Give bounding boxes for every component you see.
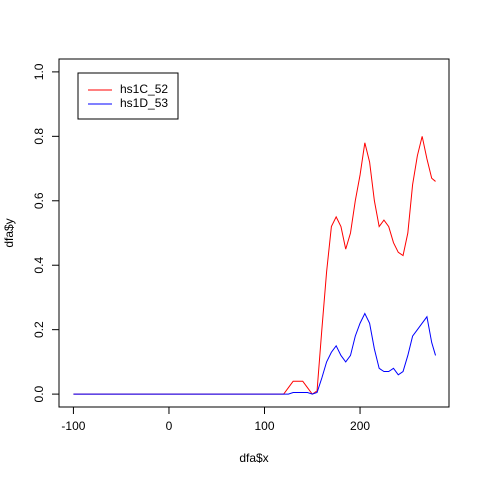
- x-tick-label: 200: [350, 419, 370, 433]
- x-tick-label: 0: [166, 419, 173, 433]
- y-tick-label: 0.0: [32, 385, 46, 402]
- y-axis-label: dfa$y: [2, 218, 16, 247]
- x-tick-label: -100: [61, 419, 85, 433]
- y-tick-label: 0.6: [32, 192, 46, 209]
- y-tick-label: 0.4: [32, 257, 46, 274]
- legend-label: hs1D_53: [120, 96, 168, 110]
- x-tick-label: 100: [254, 419, 274, 433]
- y-tick-label: 0.2: [32, 321, 46, 338]
- y-tick-label: 0.8: [32, 128, 46, 145]
- y-tick-label: 1.0: [32, 63, 46, 80]
- legend-label: hs1C_52: [120, 82, 168, 96]
- line-series: [73, 136, 436, 395]
- x-axis-label: dfa$x: [239, 451, 268, 465]
- line-series: [73, 312, 437, 395]
- legend-box: [77, 72, 179, 120]
